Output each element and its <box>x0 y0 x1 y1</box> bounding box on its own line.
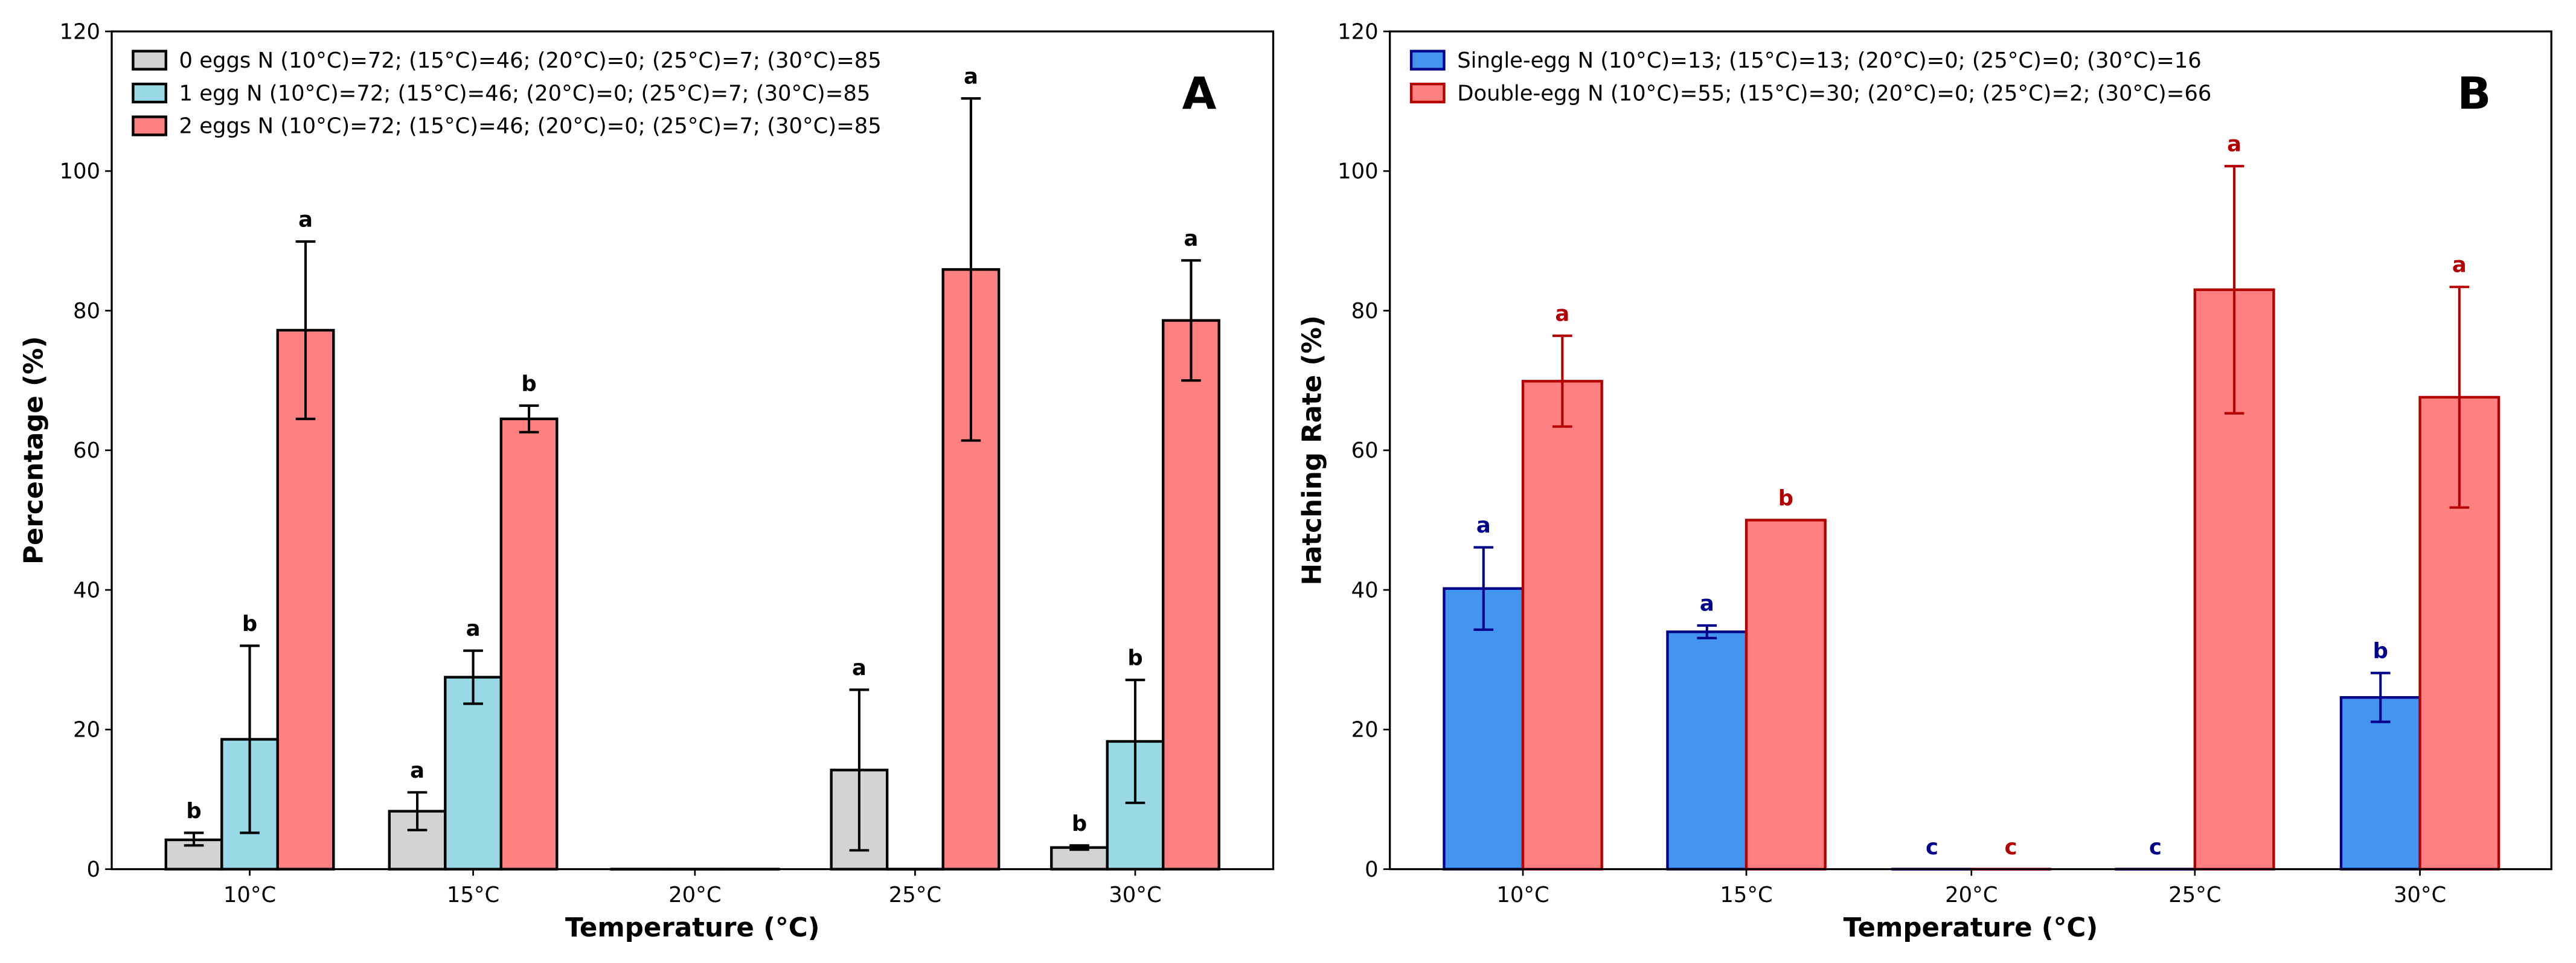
y-tick-label: 100 <box>1338 159 1379 184</box>
x-tick-label: 15°C <box>447 883 499 907</box>
significance-letter: a <box>964 65 978 89</box>
x-tick-label: 30°C <box>1109 883 1161 907</box>
y-tick-label: 80 <box>1351 299 1379 324</box>
y-tick-label: 40 <box>73 578 100 603</box>
significance-letter: c <box>2149 835 2162 860</box>
x-tick-label: 25°C <box>889 883 941 907</box>
chart-panel-a: 0 20 40 60 80 100 120 b a a b b a b a b a a 10°C 15°C 20°C 25… <box>19 19 1275 943</box>
significance-letter: a <box>1555 302 1569 327</box>
legend-label: 2 eggs N (10°C)=72; (15°C)=46; (20°C)=0;… <box>179 114 882 139</box>
y-tick-label: 20 <box>73 718 100 743</box>
plot-frame <box>111 30 1275 871</box>
y-axis-label: Percentage (%) <box>19 336 50 565</box>
bar <box>1521 380 1603 871</box>
legend-label: Single-egg N (10°C)=13; (15°C)=13; (20°C… <box>1457 48 2202 73</box>
significance-letter: b <box>1127 646 1142 671</box>
legend-swatch <box>132 115 167 136</box>
x-tick-label: 20°C <box>1945 883 1998 907</box>
x-tick-label: 15°C <box>1720 883 1772 907</box>
legend-swatch <box>132 82 167 104</box>
significance-letter: c <box>1926 835 1938 860</box>
legend-label: 0 eggs N (10°C)=72; (15°C)=46; (20°C)=0;… <box>179 48 882 73</box>
chart-panel-b: 0 20 40 60 80 100 120 a a c c b a b c a a 10°C 15°C 20°C 25°… <box>1297 19 2552 943</box>
y-tick-label: 120 <box>59 19 100 44</box>
significance-letter: a <box>2452 253 2467 278</box>
y-tick-label: 60 <box>73 438 100 463</box>
significance-letter: b <box>186 799 201 824</box>
y-tick-label: 120 <box>1338 19 1379 44</box>
x-axis-label: Temperature (°C) <box>1844 913 2098 943</box>
x-tick-label: 10°C <box>1496 883 1549 907</box>
y-tick-label: 20 <box>1351 718 1379 743</box>
significance-letter: b <box>1778 486 1793 511</box>
significance-letter: b <box>242 612 257 636</box>
panel-label: B <box>2457 68 2491 120</box>
y-tick-label: 100 <box>59 159 100 184</box>
significance-letter: a <box>2227 132 2241 157</box>
x-tick-label: 20°C <box>668 883 721 907</box>
significance-letter: a <box>466 616 481 641</box>
bar <box>499 417 559 871</box>
legend-swatch <box>1409 82 1446 104</box>
bar <box>1745 519 1827 871</box>
significance-letter: a <box>852 656 867 680</box>
bar <box>1162 319 1220 871</box>
bar <box>2339 696 2421 871</box>
significance-letter: a <box>298 208 313 232</box>
legend-label: 1 egg N (10°C)=72; (15°C)=46; (20°C)=0; … <box>179 81 871 106</box>
y-axis-label: Hatching Rate (%) <box>1297 315 1327 585</box>
y-tick-label: 40 <box>1351 578 1379 603</box>
significance-letter: a <box>1184 226 1199 251</box>
y-tick-label: 60 <box>1351 438 1379 463</box>
bar <box>444 676 502 871</box>
legend-swatch <box>132 50 167 71</box>
significance-letter: b <box>521 371 536 396</box>
y-tick-label: 0 <box>86 857 100 882</box>
significance-letter: a <box>1700 592 1714 616</box>
panel-label: A <box>1182 68 1217 120</box>
significance-letter: c <box>2005 835 2017 860</box>
significance-letter: b <box>1072 811 1087 836</box>
x-axis-label: Temperature (°C) <box>565 913 820 943</box>
legend-swatch <box>1409 50 1446 71</box>
y-tick-label: 80 <box>73 299 100 324</box>
x-tick-label: 30°C <box>2394 883 2446 907</box>
bar <box>1666 630 1748 871</box>
legend-label: Double-egg N (10°C)=55; (15°C)=30; (20°C… <box>1457 81 2211 106</box>
y-tick-label: 0 <box>1365 857 1379 882</box>
x-tick-label: 10°C <box>223 883 276 907</box>
significance-letter: a <box>410 758 425 783</box>
significance-letter: a <box>1476 513 1491 538</box>
significance-letter: b <box>2373 639 2388 664</box>
x-tick-label: 25°C <box>2168 883 2221 907</box>
